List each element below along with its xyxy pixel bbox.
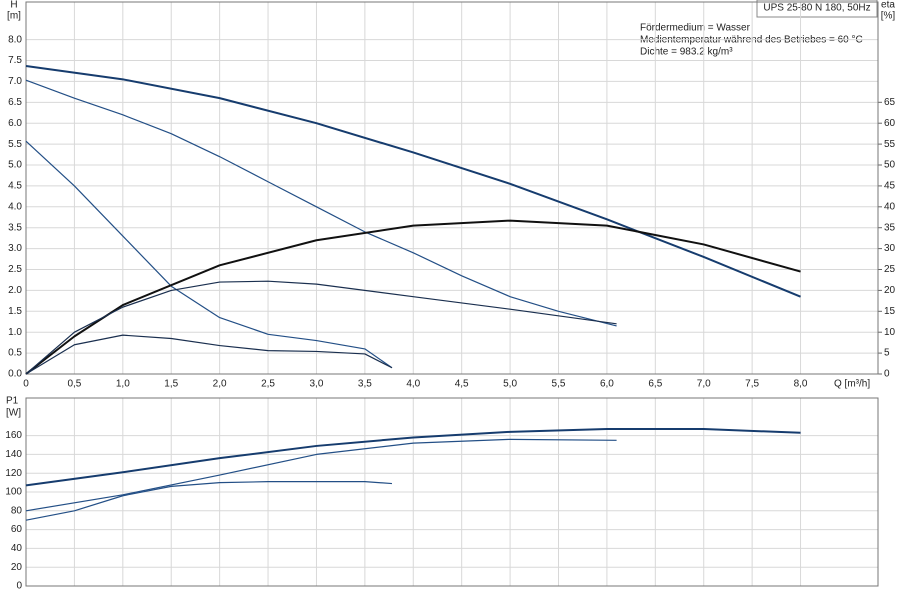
y2-tick-label: 15 (884, 306, 896, 317)
y2-tick-label: 10 (884, 327, 896, 338)
x-tick-label: 4,5 (455, 379, 469, 390)
curve (25, 481, 393, 521)
x-tick-label: 1,0 (116, 379, 130, 390)
y-tick-label: 100 (5, 487, 22, 498)
y2-tick-label: 65 (884, 97, 896, 108)
curve (25, 334, 393, 375)
curve (25, 219, 801, 375)
x-tick-label: 5,5 (552, 379, 566, 390)
y2-tick-label: 40 (884, 201, 896, 212)
x-tick-label: 0,5 (67, 379, 81, 390)
annotation: Fördermedium = Wasser (640, 23, 751, 34)
y2-tick-label: 20 (884, 285, 896, 296)
y-tick-label: 20 (11, 562, 23, 573)
y-tick-label: 1.0 (8, 327, 22, 338)
y-tick-label: 40 (11, 543, 23, 554)
y2-tick-label: 5 (884, 348, 890, 359)
y-tick-label: 4.0 (8, 201, 22, 212)
y2-tick-label: 45 (884, 181, 896, 192)
y-tick-label: 7.5 (8, 55, 22, 66)
y-tick-label: 2.5 (8, 264, 22, 275)
plot-frame (25, 1, 879, 375)
y-tick-label: 140 (5, 449, 22, 460)
y2-tick-label: 60 (884, 118, 896, 129)
x-axis-label: Q [m³/h] (834, 379, 870, 390)
y-tick-label: 2.0 (8, 285, 22, 296)
curve (25, 280, 617, 375)
plot-frame (25, 397, 879, 587)
y-tick-label: 5.0 (8, 160, 22, 171)
title-box (756, 0, 878, 18)
y-tick-label: 80 (11, 505, 23, 516)
y-axis-unit: [W] (6, 408, 21, 419)
y-axis-unit: [m] (7, 11, 21, 22)
y-tick-label: 5.5 (8, 139, 22, 150)
y-tick-label: 1.5 (8, 306, 22, 317)
y-tick-label: 3.0 (8, 243, 22, 254)
y-tick-label: 3.5 (8, 222, 22, 233)
y-tick-label: 6.0 (8, 118, 22, 129)
x-tick-label: 6,0 (600, 379, 614, 390)
y-tick-label: 0.5 (8, 348, 22, 359)
curve (25, 140, 393, 369)
y-tick-label: 0 (16, 581, 22, 592)
y2-tick-label: 50 (884, 160, 896, 171)
y2-axis-unit: [%] (881, 11, 896, 22)
x-tick-label: 2,5 (261, 379, 275, 390)
x-tick-label: 6,5 (648, 379, 662, 390)
x-tick-label: 0 (23, 379, 29, 390)
x-tick-label: 1,5 (164, 379, 178, 390)
y2-tick-label: 55 (884, 139, 896, 150)
y-tick-label: 60 (11, 524, 23, 535)
annotation: Dichte = 983.2 kg/m³ (640, 47, 733, 58)
curve (25, 428, 801, 487)
x-tick-label: 3,5 (358, 379, 372, 390)
y-tick-label: 4.5 (8, 181, 22, 192)
x-tick-label: 5,0 (503, 379, 517, 390)
y2-tick-label: 35 (884, 222, 896, 233)
y-axis-label: P1 (6, 396, 19, 407)
x-tick-label: 7,5 (745, 379, 759, 390)
y2-tick-label: 25 (884, 264, 896, 275)
y-tick-label: 120 (5, 468, 22, 479)
y-axis-label: H (10, 0, 17, 11)
curve (25, 79, 617, 327)
x-tick-label: 3,0 (310, 379, 324, 390)
x-tick-label: 7,0 (697, 379, 711, 390)
y-tick-label: 0.0 (8, 369, 22, 380)
y-tick-label: 6.5 (8, 97, 22, 108)
curve (25, 64, 801, 298)
y-tick-label: 160 (5, 430, 22, 441)
y2-tick-label: 0 (884, 369, 890, 380)
x-tick-label: 8,0 (794, 379, 808, 390)
y-tick-label: 8.0 (8, 34, 22, 45)
y2-axis-label: eta (881, 0, 895, 11)
y2-tick-label: 30 (884, 243, 896, 254)
chart-title: UPS 25-80 N 180, 50Hz (763, 3, 870, 14)
curve (25, 438, 617, 512)
y-tick-label: 7.0 (8, 76, 22, 87)
x-tick-label: 2,0 (213, 379, 227, 390)
annotation: Medientemperatur während des Betriebes =… (640, 35, 863, 46)
x-tick-label: 4,0 (406, 379, 420, 390)
